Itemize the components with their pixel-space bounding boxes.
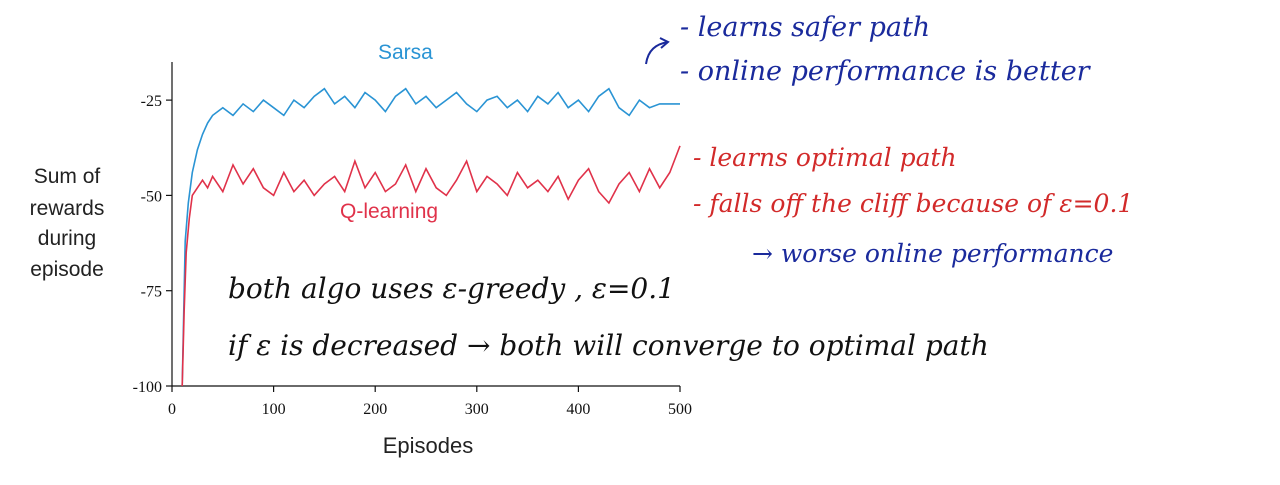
y-axis-label-line-3: during [38, 227, 96, 250]
q-note-3: → worse online performance [752, 239, 1113, 268]
x-tick-label: 300 [465, 401, 489, 418]
general-note-1: both algo uses ε-greedy , ε=0.1 [228, 272, 675, 305]
sarsa-note-2: - online performance is better [680, 56, 1092, 87]
x-axis-label: Episodes [383, 433, 474, 458]
y-axis-label: Sum of rewards during episode [30, 165, 105, 281]
sarsa-series-line [181, 87, 680, 387]
y-axis-label-line-1: Sum of [34, 165, 101, 188]
y-ticks: -25 -50 -75 -100 [133, 93, 172, 396]
y-tick-label: -50 [141, 188, 162, 205]
x-tick-label: 100 [262, 401, 286, 418]
axes [171, 62, 680, 387]
y-axis-label-line-2: rewards [30, 197, 105, 220]
y-tick-label: -75 [141, 284, 162, 301]
y-axis-label-line-4: episode [30, 258, 104, 281]
q-learning-series-line [181, 145, 681, 387]
q-note-2: - falls off the cliff because of ε=0.1 [693, 189, 1133, 218]
sarsa-note-1: - learns safer path [680, 12, 930, 43]
arrow-head-icon [659, 37, 670, 49]
x-ticks: 0 100 200 300 400 500 [168, 386, 692, 418]
x-tick-label: 200 [363, 401, 387, 418]
x-tick-label: 0 [168, 401, 176, 418]
sarsa-series-label: Sarsa [378, 41, 433, 64]
q-note-1: - learns optimal path [693, 143, 957, 172]
curved-arrow-icon [645, 41, 669, 65]
q-learning-series-label: Q-learning [340, 200, 438, 223]
x-tick-label: 400 [566, 401, 590, 418]
y-tick-label: -100 [133, 379, 162, 396]
general-note-2: if ε is decreased → both will converge t… [228, 329, 989, 362]
x-tick-label: 500 [668, 401, 692, 418]
y-tick-label: -25 [141, 93, 162, 110]
annotations: - learns safer path - online performance… [228, 12, 1133, 362]
